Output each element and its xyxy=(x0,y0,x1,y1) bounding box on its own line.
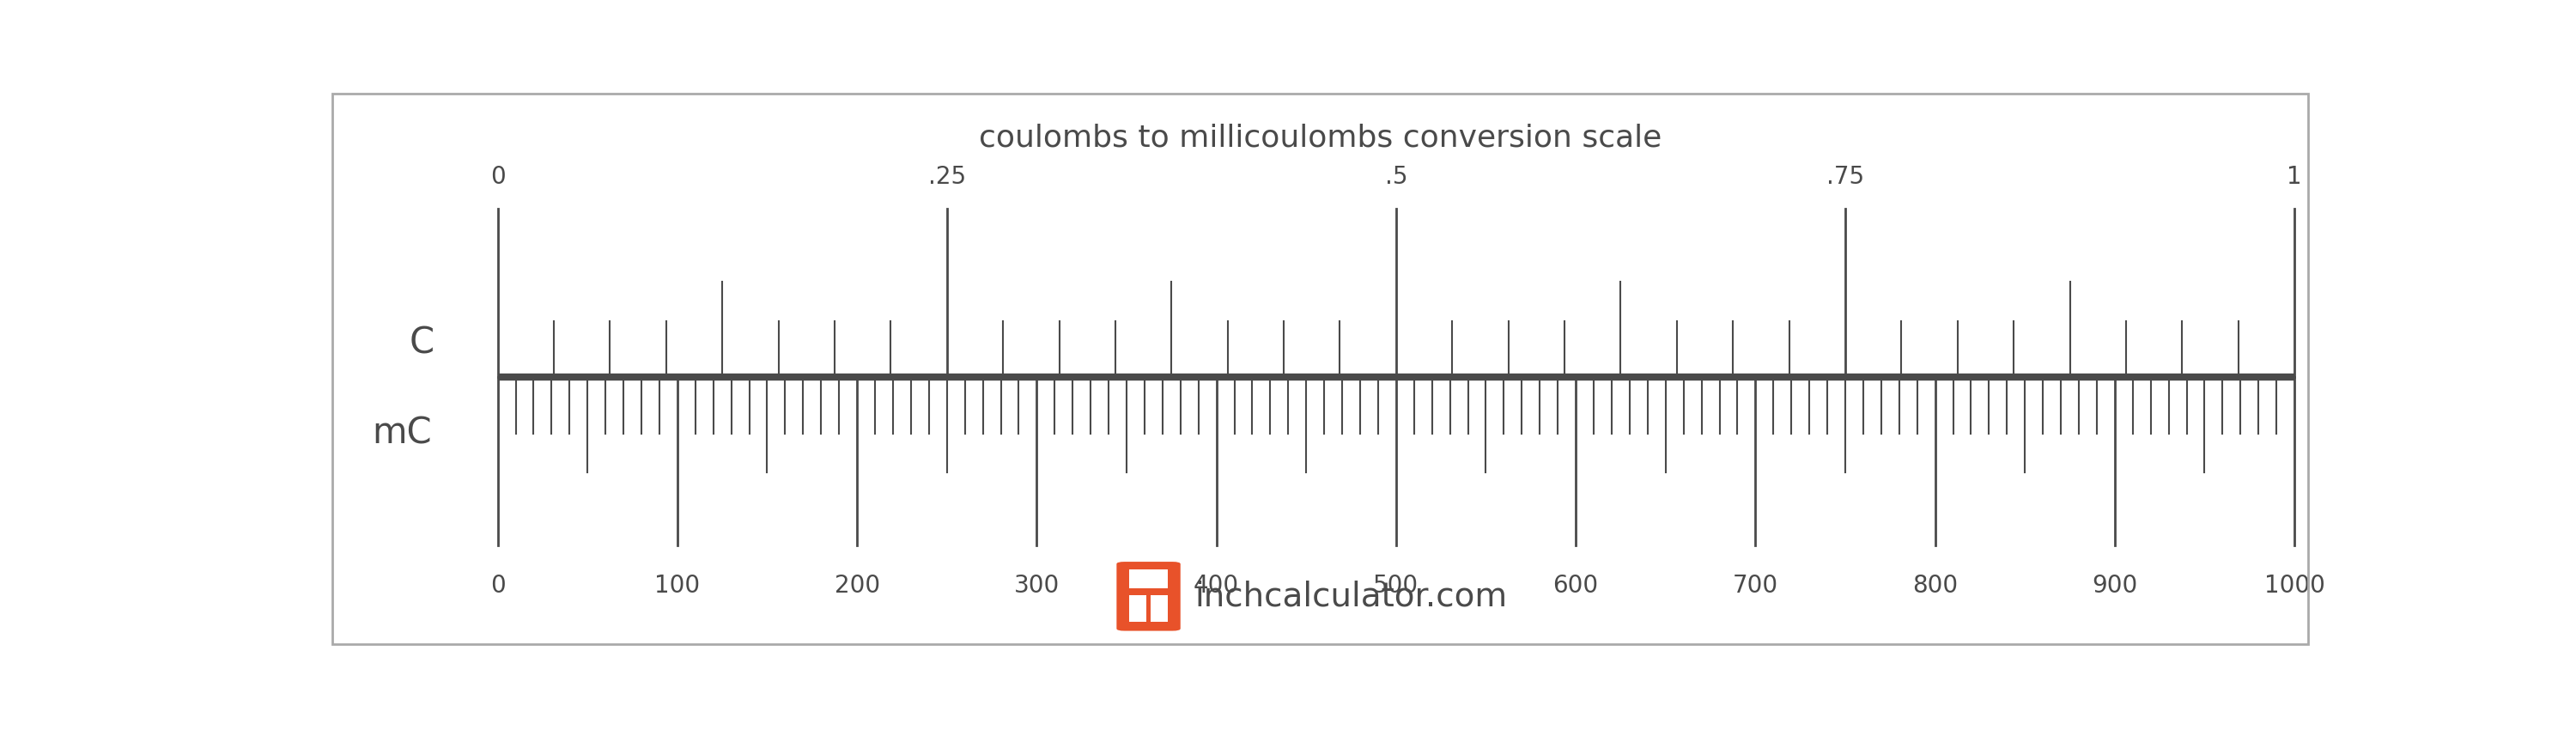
Text: 200: 200 xyxy=(835,574,881,598)
Text: 100: 100 xyxy=(654,574,701,598)
Bar xyxy=(1128,570,1167,588)
Text: 900: 900 xyxy=(2092,574,2138,598)
Text: 1: 1 xyxy=(2287,165,2303,189)
Bar xyxy=(1151,595,1167,622)
Text: 0: 0 xyxy=(489,574,505,598)
Text: 600: 600 xyxy=(1553,574,1600,598)
Text: .5: .5 xyxy=(1386,165,1406,189)
FancyBboxPatch shape xyxy=(1115,561,1180,631)
Text: 500: 500 xyxy=(1373,574,1419,598)
Text: C: C xyxy=(410,326,435,361)
Text: 0: 0 xyxy=(489,165,505,189)
Text: mC: mC xyxy=(371,415,433,451)
Text: 800: 800 xyxy=(1911,574,1958,598)
Text: .25: .25 xyxy=(927,165,966,189)
Text: coulombs to millicoulombs conversion scale: coulombs to millicoulombs conversion sca… xyxy=(979,123,1662,153)
Text: 400: 400 xyxy=(1193,574,1239,598)
Text: 1000: 1000 xyxy=(2264,574,2326,598)
Text: 300: 300 xyxy=(1015,574,1059,598)
Text: inchcalculator.com: inchcalculator.com xyxy=(1195,580,1507,612)
Text: 700: 700 xyxy=(1734,574,1777,598)
Bar xyxy=(1128,595,1146,622)
Text: .75: .75 xyxy=(1826,165,1865,189)
